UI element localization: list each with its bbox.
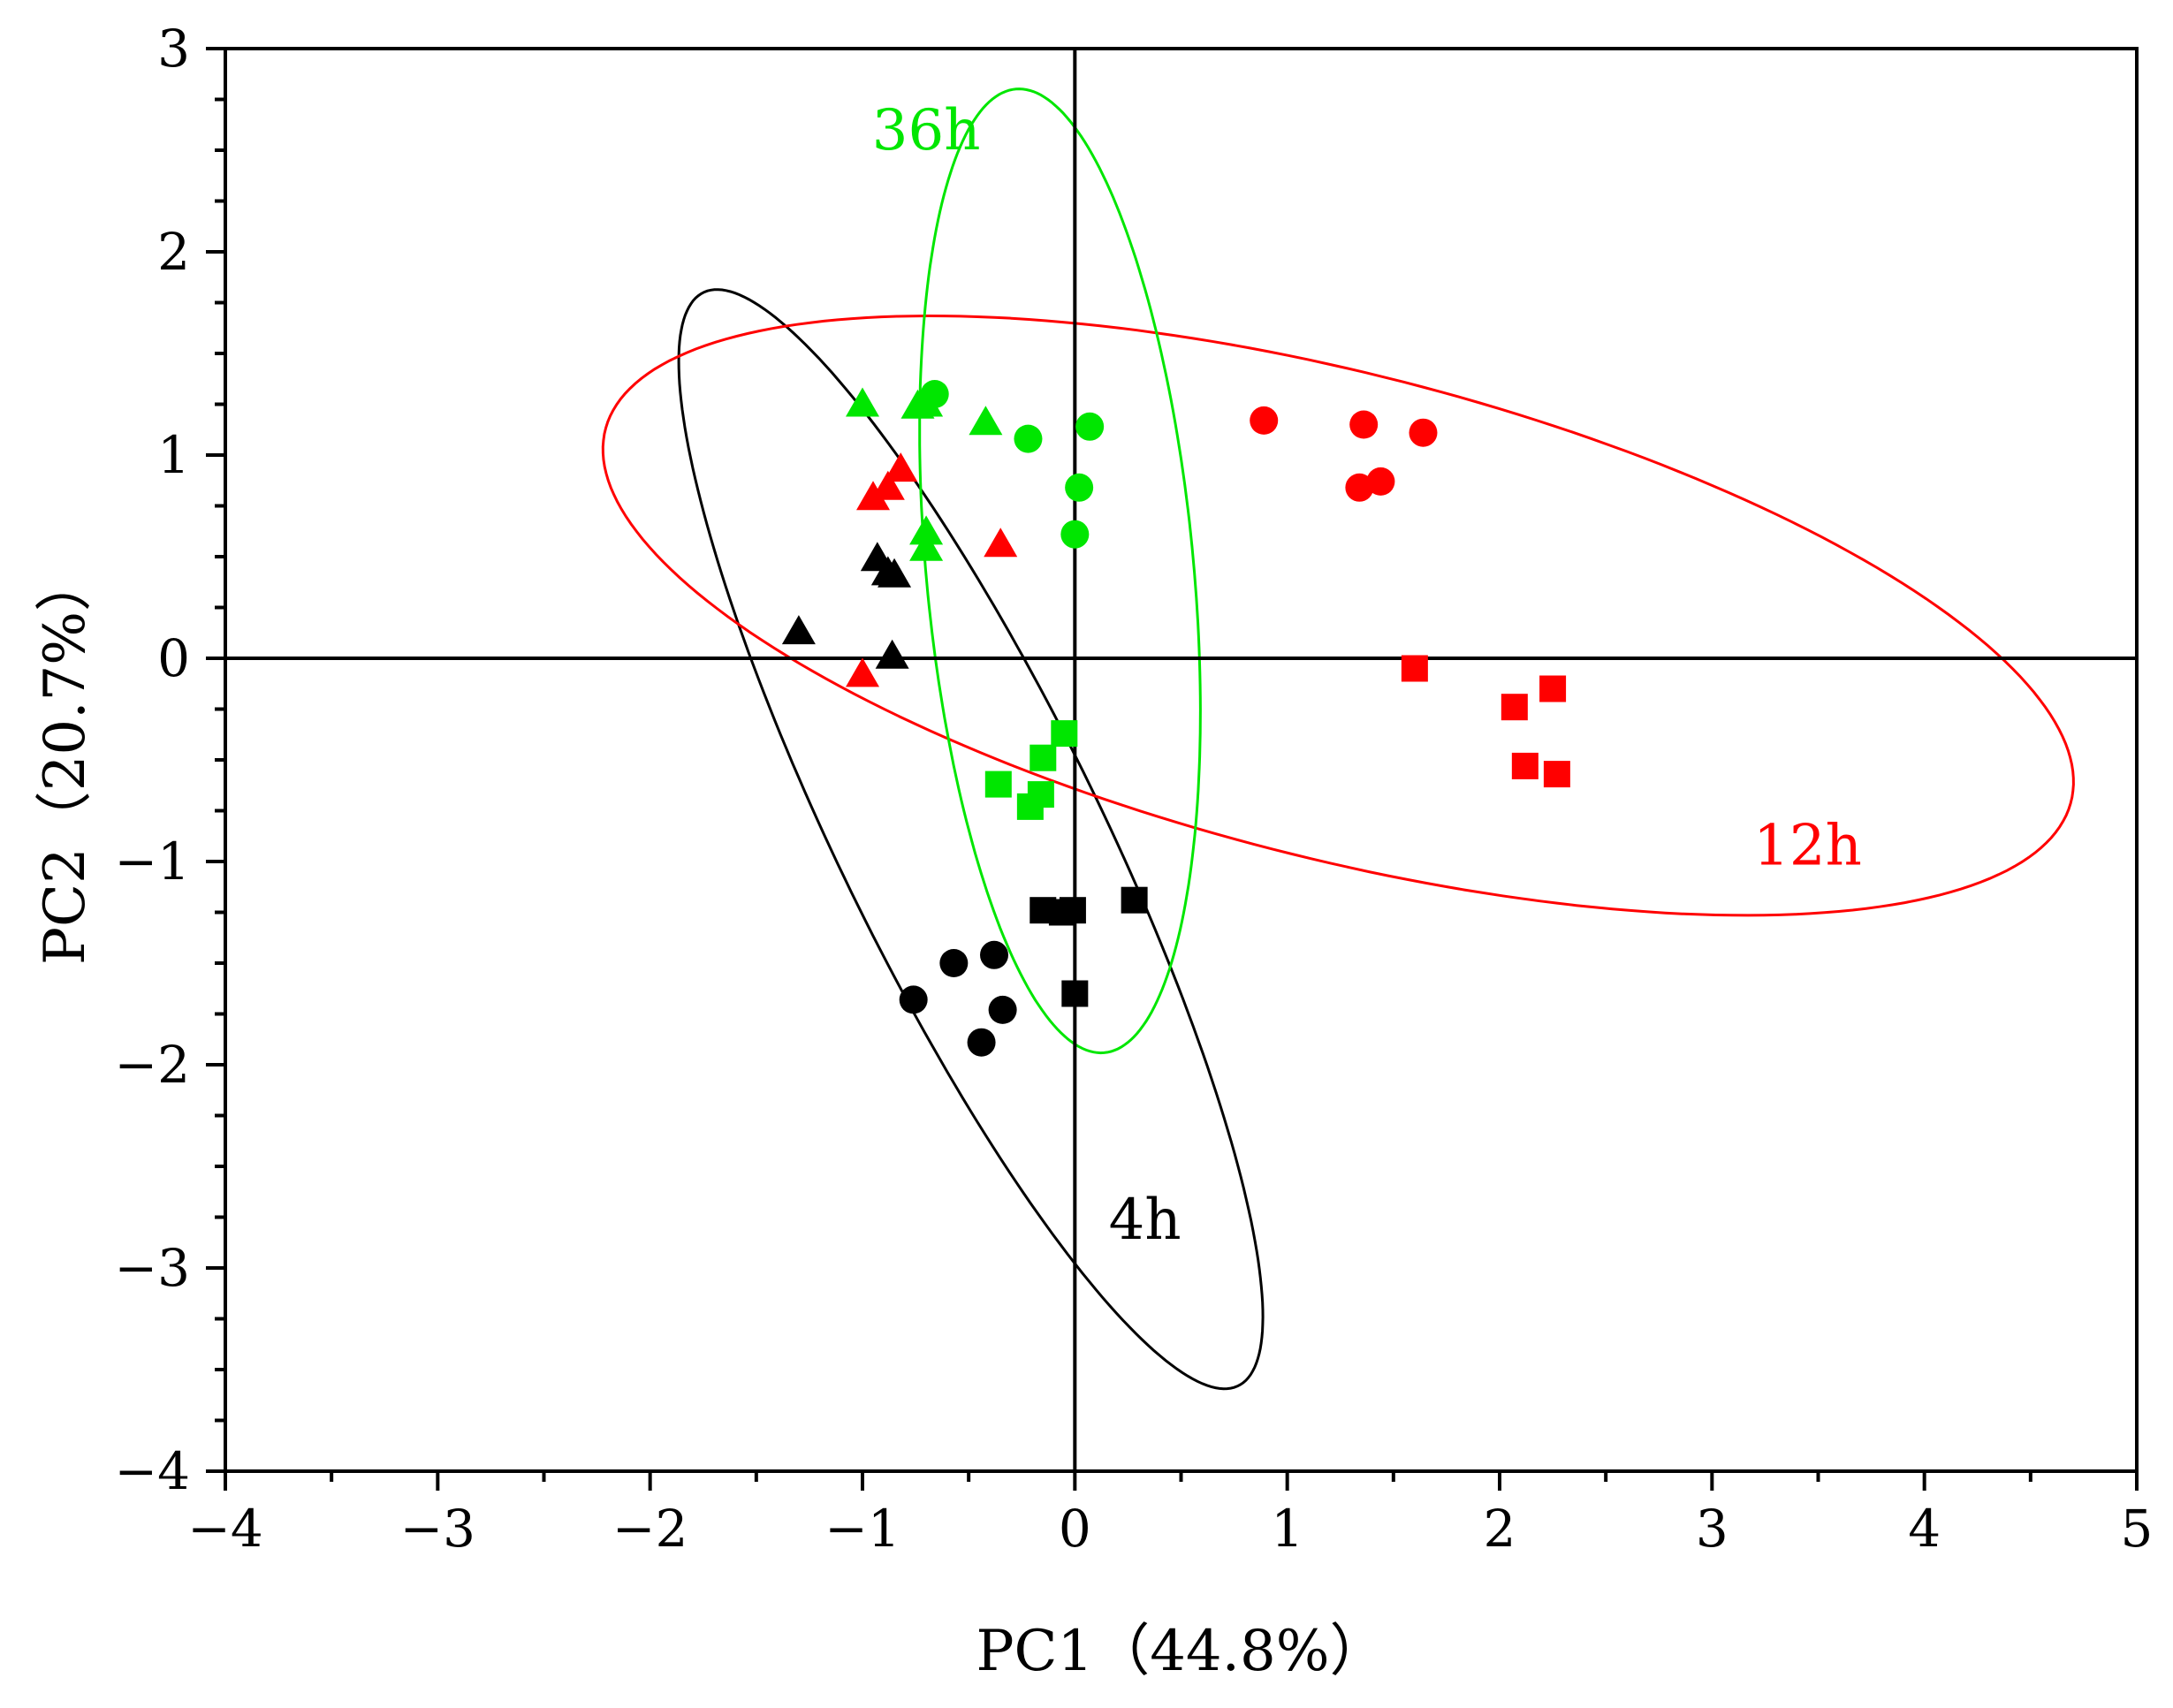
- point-4h-triangle: [781, 615, 816, 645]
- point-12h-circle: [1250, 406, 1279, 435]
- y-tick-label: −2: [115, 1035, 191, 1095]
- point-36h-triangle: [846, 387, 879, 417]
- plot-frame: [224, 47, 2139, 1473]
- x-tick-label: 4: [1908, 1499, 1941, 1559]
- point-4h-square: [1061, 980, 1089, 1007]
- point-36h-square: [984, 770, 1012, 798]
- x-tick-label: 5: [2121, 1499, 2154, 1559]
- point-12h-triangle: [984, 528, 1018, 558]
- x-tick-label: 2: [1484, 1499, 1516, 1559]
- ellipse-4h: [677, 288, 1265, 1391]
- point-4h-triangle: [875, 639, 909, 669]
- point-12h-square: [1539, 675, 1567, 702]
- point-36h-circle: [1075, 412, 1105, 441]
- x-tick-label: −4: [187, 1499, 263, 1559]
- point-12h-circle: [1349, 410, 1379, 439]
- x-tick-label: 3: [1696, 1499, 1729, 1559]
- y-tick-label: −4: [115, 1441, 191, 1501]
- point-12h-circle: [1345, 473, 1374, 502]
- point-36h-circle: [1014, 424, 1043, 453]
- point-36h-square: [1051, 720, 1078, 748]
- point-12h-square: [1543, 761, 1570, 788]
- y-tick-label: −1: [115, 831, 191, 892]
- point-36h-circle: [920, 380, 949, 408]
- point-4h-circle: [939, 949, 969, 977]
- point-12h-circle: [1366, 467, 1395, 496]
- y-tick-label: 0: [157, 628, 190, 688]
- y-tick-label: 3: [157, 19, 190, 79]
- point-36h-square: [1016, 793, 1044, 820]
- x-tick-label: −3: [400, 1499, 476, 1559]
- point-4h-circle: [899, 985, 928, 1014]
- x-tick-label: −2: [612, 1499, 688, 1559]
- point-12h-triangle: [846, 657, 879, 687]
- point-4h-circle: [988, 995, 1017, 1024]
- point-12h-square: [1511, 752, 1539, 779]
- point-12h-square: [1501, 694, 1528, 721]
- point-4h-square: [1121, 886, 1148, 914]
- point-36h-circle: [1060, 520, 1090, 549]
- point-4h-circle: [967, 1028, 996, 1057]
- point-4h-triangle: [878, 558, 912, 588]
- y-tick-label: −3: [115, 1238, 191, 1298]
- x-tick-label: 1: [1271, 1499, 1303, 1559]
- zero-reference-lines: [225, 49, 2137, 1471]
- point-36h-circle: [1065, 473, 1094, 502]
- point-4h-circle: [980, 940, 1009, 969]
- confidence-ellipses: [601, 87, 2075, 1391]
- group-label-12h: 12h: [1753, 814, 1862, 879]
- data-points: [781, 380, 1570, 1057]
- x-tick-label: 0: [1059, 1499, 1091, 1559]
- point-36h-triangle: [909, 531, 944, 561]
- point-36h-triangle: [969, 406, 1003, 436]
- point-12h-circle: [1409, 418, 1438, 447]
- point-36h-square: [1030, 744, 1057, 771]
- group-label-4h: 4h: [1109, 1188, 1181, 1253]
- ellipse-36h: [918, 87, 1202, 1055]
- y-tick-label: 2: [157, 222, 190, 282]
- point-36h-triangle: [909, 515, 944, 545]
- axis-ticks: [206, 47, 2139, 1491]
- ellipse-12h: [601, 314, 2075, 917]
- x-tick-label: −1: [824, 1499, 900, 1559]
- tick-labels: −4 −3 −2 −1 0 1 2 3 4 5 −4 −3 −2 −1 0 1 2 3: [115, 19, 2154, 1559]
- point-12h-triangle: [884, 452, 918, 482]
- plot-border: [224, 47, 2139, 1473]
- group-labels: 36h 12h 4h: [872, 98, 1862, 1253]
- x-axis-title: PC1（44.8%）: [976, 1619, 1386, 1684]
- point-4h-square: [1059, 897, 1086, 924]
- point-12h-square: [1401, 655, 1428, 682]
- group-label-36h: 36h: [872, 98, 981, 163]
- y-tick-label: 1: [157, 425, 190, 485]
- point-12h-triangle: [856, 481, 891, 511]
- y-axis-title: PC2（20.7%）: [33, 555, 98, 965]
